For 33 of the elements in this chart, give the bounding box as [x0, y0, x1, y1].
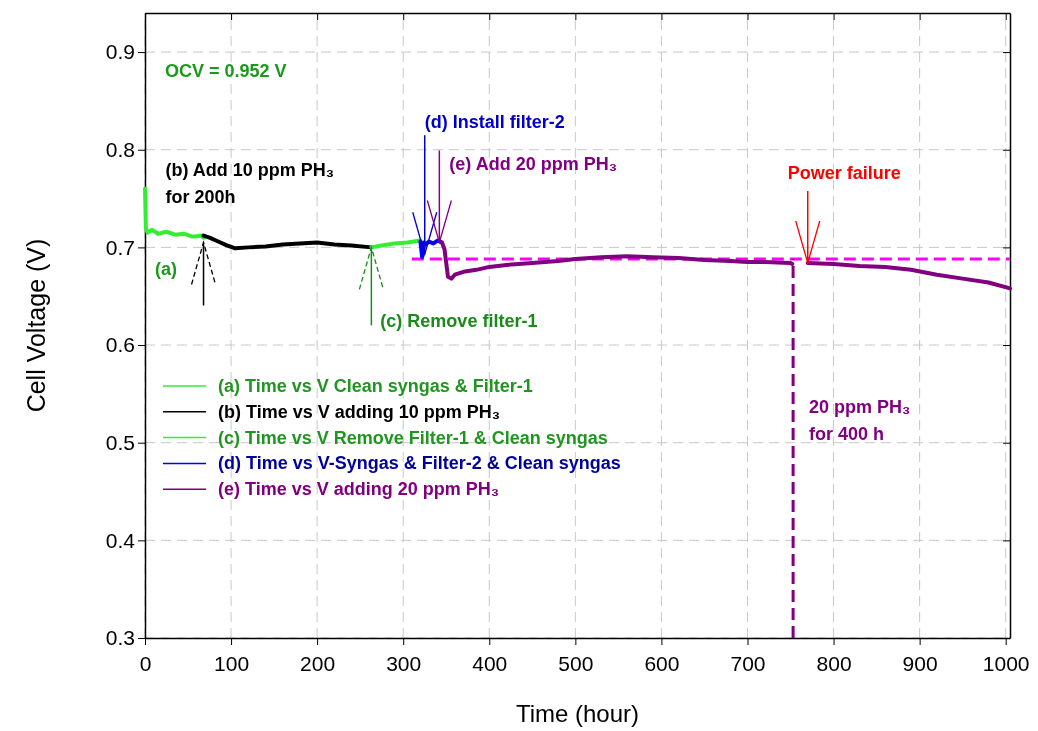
y-tick-label: 0.6 [105, 333, 135, 357]
x-tick-label: 200 [300, 652, 336, 676]
x-tick-label: 400 [472, 652, 508, 676]
annotation: (d) Install filter-2 [424, 112, 565, 133]
x-tick-label: 800 [816, 652, 852, 676]
x-tick-label: 600 [644, 652, 680, 676]
y-tick-label: 0.9 [105, 40, 135, 64]
legend-label: (b) Time vs V adding 10 ppm PH₃ [218, 401, 501, 422]
x-tick-label: 100 [214, 652, 250, 676]
x-tick-label: 0 [139, 652, 152, 676]
legend-label: (c) Time vs V Remove Filter-1 & Clean syngas [218, 427, 608, 448]
annotation: OCV = 0.952 V [165, 61, 287, 81]
legend-label: (e) Time vs V adding 20 ppm PH₃ [218, 479, 500, 500]
y-tick-label: 0.5 [105, 430, 135, 454]
annotation: (a) [155, 259, 177, 279]
y-tick-label: 0.7 [105, 235, 135, 259]
x-tick-label: 700 [730, 652, 766, 676]
legend-label: (a) Time vs V Clean syngas & Filter-1 [218, 376, 533, 396]
annotation: (c) Remove filter-1 [380, 311, 538, 332]
x-tick-label: 500 [558, 652, 594, 676]
annotation: (e) Add 20 ppm PH₃ [449, 154, 618, 175]
x-axis-title: Time (hour) [515, 700, 640, 727]
ref-line-label: 20 ppm PH₃ for 400 h [809, 397, 911, 444]
legend-label: (d) Time vs V-Syngas & Filter-2 & Clean syngas [218, 453, 621, 474]
x-tick-label: 1000 [982, 652, 1030, 676]
y-axis-title: Cell Voltage (V) [22, 238, 50, 413]
x-tick-label: 900 [902, 652, 938, 676]
annotation: (b) Add 10 ppm PH₃ for 200h [165, 160, 335, 208]
y-tick-label: 0.8 [105, 137, 135, 161]
annotation: Power failure [787, 163, 901, 183]
y-tick-label: 0.3 [105, 626, 135, 650]
y-tick-label: 0.4 [105, 528, 136, 552]
x-tick-label: 300 [386, 652, 422, 676]
